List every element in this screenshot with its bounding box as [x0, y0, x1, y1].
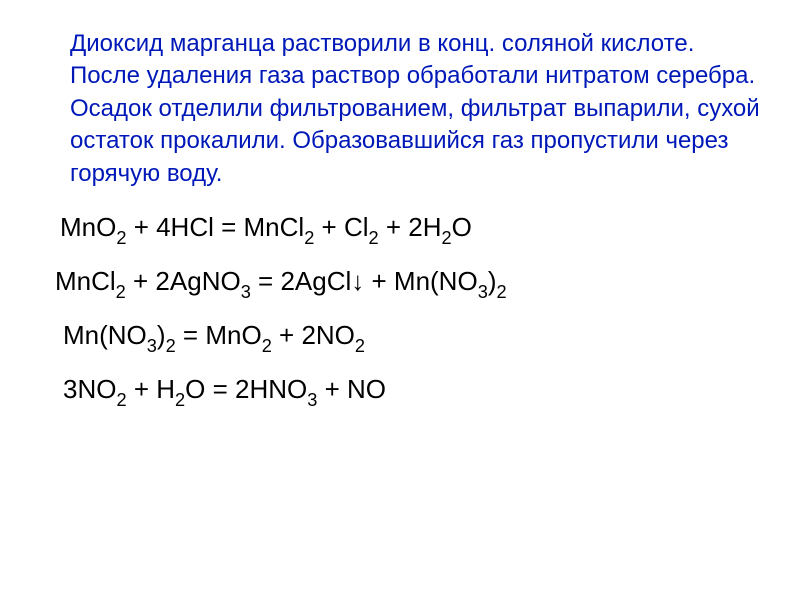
- eq-text: O = 2HNO: [185, 374, 307, 404]
- eq-text: 3NO: [63, 374, 116, 404]
- eq-text: + 2NO: [272, 320, 355, 350]
- problem-text: Диоксид марганца растворили в конц. соля…: [55, 28, 760, 190]
- equations-container: MnO2 + 4HCl = MnCl2 + Cl2 + 2H2O MnCl2 +…: [55, 212, 760, 410]
- eq-sub: 3: [307, 390, 317, 410]
- eq-sub: 2: [355, 336, 365, 356]
- eq-sub: 2: [442, 228, 452, 248]
- eq-sub: 2: [116, 282, 126, 302]
- eq-sub: 2: [116, 390, 126, 410]
- eq-sub: 2: [369, 228, 379, 248]
- equation-1: MnO2 + 4HCl = MnCl2 + Cl2 + 2H2O: [55, 212, 760, 248]
- eq-sub: 2: [304, 228, 314, 248]
- eq-sub: 2: [262, 336, 272, 356]
- eq-sub: 2: [166, 336, 176, 356]
- eq-text: = MnO: [176, 320, 262, 350]
- equation-4: 3NO2 + H2O = 2HNO3 + NO: [55, 374, 760, 410]
- eq-sub: 2: [116, 228, 126, 248]
- eq-sub: 3: [478, 282, 488, 302]
- eq-sub: 3: [241, 282, 251, 302]
- eq-text: = 2AgCl↓ + Mn(NO: [251, 266, 478, 296]
- eq-text: MnCl: [55, 266, 116, 296]
- eq-text: + H: [127, 374, 175, 404]
- eq-text: + Cl: [314, 212, 368, 242]
- eq-text: Mn(NO: [63, 320, 147, 350]
- eq-text: MnO: [60, 212, 116, 242]
- eq-text: O: [452, 212, 472, 242]
- eq-text: + 2H: [379, 212, 442, 242]
- equation-2: MnCl2 + 2AgNO3 = 2AgCl↓ + Mn(NO3)2: [55, 266, 760, 302]
- equation-3: Mn(NO3)2 = MnO2 + 2NO2: [55, 320, 760, 356]
- eq-text: + NO: [317, 374, 386, 404]
- eq-text: + 4HCl = MnCl: [126, 212, 304, 242]
- eq-text: ): [157, 320, 166, 350]
- eq-sub: 3: [147, 336, 157, 356]
- eq-text: + 2AgNO: [126, 266, 241, 296]
- eq-sub: 2: [175, 390, 185, 410]
- eq-sub: 2: [496, 282, 506, 302]
